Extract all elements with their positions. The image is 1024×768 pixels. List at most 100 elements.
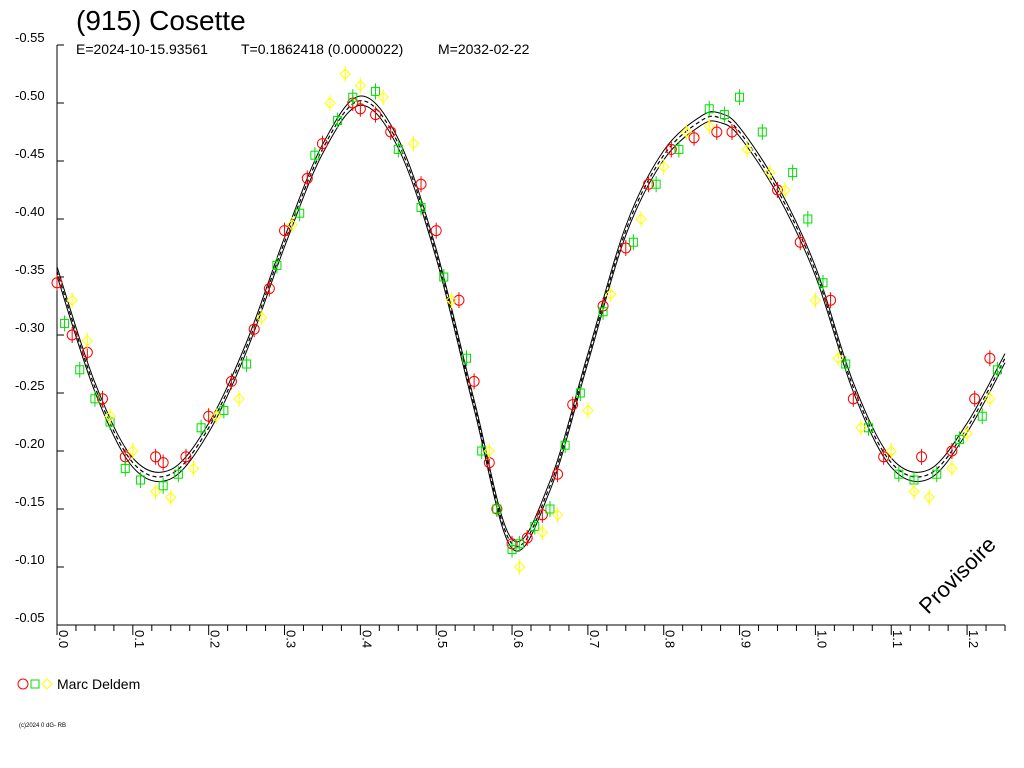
legend-observer: Marc Deldem xyxy=(57,676,140,692)
data-point-square xyxy=(719,110,729,120)
data-point-square xyxy=(333,115,343,125)
data-point-square xyxy=(818,278,828,288)
data-point-circle xyxy=(688,132,700,144)
epoch-label: E=2024-10-15.93561 xyxy=(76,41,208,57)
data-point-circle xyxy=(150,451,162,463)
data-point-circle xyxy=(248,323,260,335)
data-point-circle xyxy=(711,126,723,138)
data-point-diamond xyxy=(741,143,753,156)
data-point-circle xyxy=(794,236,806,248)
x-tick-label: 0.6 xyxy=(511,630,526,648)
data-point-diamond xyxy=(377,91,389,103)
data-point-square xyxy=(135,475,145,485)
data-point-square xyxy=(196,423,206,433)
data-point-diamond xyxy=(984,393,996,405)
x-tick-label: 0.0 xyxy=(56,630,71,648)
data-point-diamond xyxy=(885,445,897,457)
data-point-square xyxy=(932,469,942,479)
data-point-square xyxy=(90,394,100,404)
data-point-circle xyxy=(567,399,579,411)
fit-curve-upper xyxy=(56,95,1006,543)
data-point-diamond xyxy=(855,422,867,434)
y-tick-label: -0.35 xyxy=(15,262,45,277)
data-point-diamond xyxy=(551,509,564,521)
y-tick-label: -0.30 xyxy=(15,320,45,335)
x-tick-label: 0.9 xyxy=(739,630,754,648)
fit-curves xyxy=(56,95,1006,552)
y-tick-label: -0.10 xyxy=(15,552,45,567)
data-point-diamond xyxy=(407,137,420,150)
data-point-diamond xyxy=(536,526,549,538)
data-point-diamond xyxy=(104,410,116,422)
data-point-square xyxy=(295,208,305,218)
data-point-circle xyxy=(370,109,382,121)
data-point-circle xyxy=(263,283,275,295)
ticks: -0.55 -0.50 -0.45 -0.40 -0.35 -0.30 -0.25 -0.20… xyxy=(15,30,1006,648)
legend-circle-icon xyxy=(17,678,29,690)
data-point-diamond xyxy=(483,445,495,457)
data-point-circle xyxy=(665,143,677,155)
data-point-circle xyxy=(468,375,480,387)
data-point-square xyxy=(158,481,168,491)
data-point-circle xyxy=(878,451,890,463)
data-point-square xyxy=(530,521,540,531)
data-point-square xyxy=(416,202,426,212)
data-point-diamond xyxy=(658,161,670,173)
data-point-circle xyxy=(51,277,63,289)
legend: Marc Deldem xyxy=(17,676,140,692)
data-point-circle xyxy=(643,178,655,190)
data-point-circle xyxy=(946,445,958,457)
data-point-diamond xyxy=(809,294,822,306)
data-point-square xyxy=(120,463,130,473)
data-point-diamond xyxy=(354,79,367,92)
data-point-diamond xyxy=(165,491,177,504)
data-point-circle xyxy=(180,451,192,463)
data-point-square xyxy=(704,104,714,114)
data-point-square xyxy=(477,446,487,456)
x-tick-label: 1.1 xyxy=(890,630,905,648)
data-point-square xyxy=(841,359,851,369)
data-point-square xyxy=(575,388,585,398)
data-point-square xyxy=(507,545,517,555)
period-label: T=0.1862418 (0.0000022) xyxy=(241,41,403,57)
y-tick-label: -0.45 xyxy=(15,146,45,161)
data-point-square xyxy=(371,86,381,96)
data-point-circle xyxy=(916,451,928,463)
data-point-circle xyxy=(552,468,564,480)
watermark-provisoire: Provisoire xyxy=(914,532,1001,619)
data-point-diamond xyxy=(233,393,245,405)
data-point-diamond xyxy=(946,462,958,475)
x-tick-label: 0.3 xyxy=(284,630,299,648)
x-tick-label: 0.4 xyxy=(359,630,374,648)
y-tick-label: -0.50 xyxy=(15,88,45,103)
y-tick-label: -0.15 xyxy=(15,494,45,509)
data-point-diamond xyxy=(66,294,78,306)
data-point-diamond xyxy=(210,410,222,422)
data-point-diamond xyxy=(127,445,139,457)
data-point-square xyxy=(439,272,449,282)
data-point-square xyxy=(173,469,183,479)
data-point-diamond xyxy=(149,485,162,498)
data-point-square xyxy=(735,92,745,102)
data-point-square xyxy=(348,92,358,102)
data-point-circle xyxy=(453,294,465,306)
data-point-circle xyxy=(726,126,738,138)
x-tick-label: 0.2 xyxy=(208,630,223,648)
data-point-diamond xyxy=(764,166,776,179)
data-point-circle xyxy=(203,410,215,422)
data-point-square xyxy=(60,318,70,328)
y-tick-label: -0.40 xyxy=(15,204,45,219)
data-point-diamond xyxy=(582,404,594,417)
x-tick-label: 0.8 xyxy=(663,630,678,648)
x-tick-label: 0.7 xyxy=(587,630,602,648)
copyright-note: (c)2024 0 dG- RB xyxy=(19,723,66,729)
fit-curve-mean xyxy=(56,100,1006,547)
modified-label: M=2032-02-22 xyxy=(438,41,530,57)
data-point-square xyxy=(462,353,472,363)
data-point-square xyxy=(628,237,638,247)
data-point-square xyxy=(545,504,555,514)
data-point-circle xyxy=(316,138,328,150)
data-point-circle xyxy=(521,532,533,544)
data-point-square xyxy=(757,127,767,137)
data-point-circle xyxy=(984,352,996,364)
